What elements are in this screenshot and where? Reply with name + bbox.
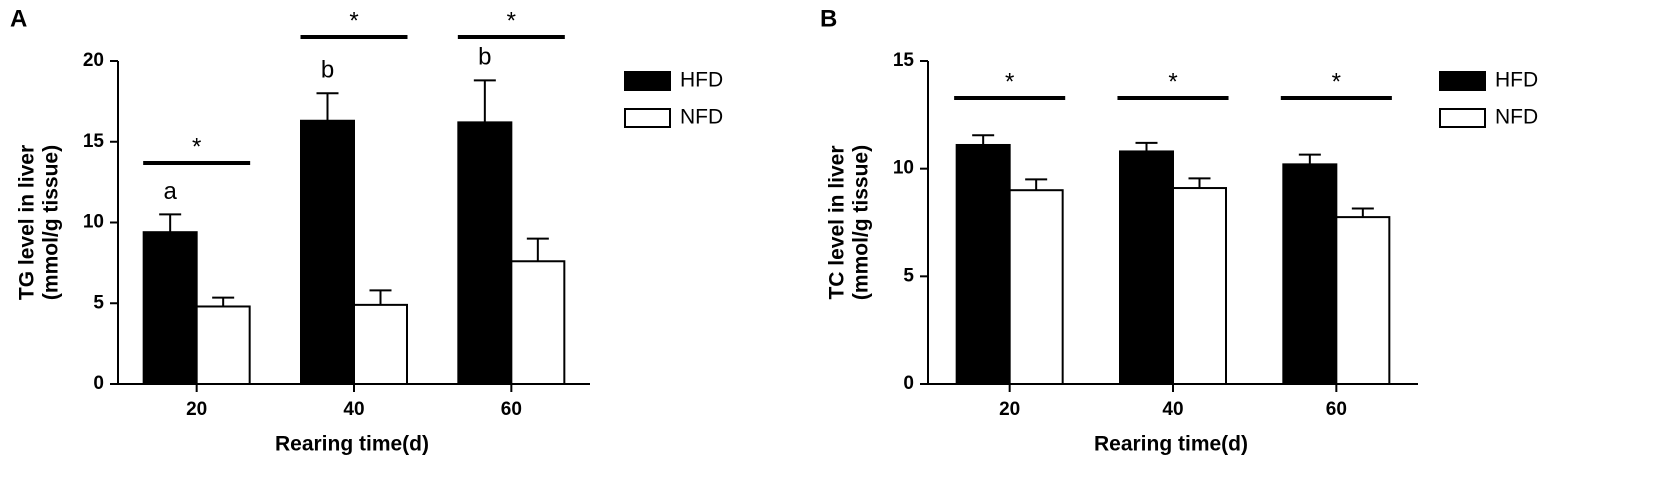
significance-mark: * — [192, 133, 201, 160]
y-axis-title: TC level in liver — [826, 145, 849, 299]
panel-label: A — [10, 5, 27, 32]
x-tick-label: 40 — [343, 399, 364, 420]
legend-swatch — [624, 71, 671, 91]
bar — [1335, 216, 1391, 385]
y-tick-label: 0 — [903, 373, 914, 394]
y-tick-label: 5 — [903, 265, 914, 286]
bar — [195, 305, 251, 386]
legend-label: HFD — [1495, 69, 1538, 92]
significance-mark: * — [1332, 68, 1341, 95]
legend-label: NFD — [680, 106, 723, 129]
x-tick-label: 20 — [186, 399, 207, 420]
x-tick-label: 40 — [1162, 399, 1183, 420]
bar — [300, 119, 355, 385]
x-tick-label: 60 — [501, 399, 522, 420]
y-axis-title: TG level in liver — [16, 145, 39, 300]
x-axis-title: Rearing time(d) — [1094, 433, 1248, 456]
y-tick-label: 10 — [83, 212, 104, 233]
y-tick-label: 15 — [83, 131, 105, 152]
bar — [955, 143, 1011, 385]
y-tick-label: 15 — [893, 50, 915, 71]
bar — [457, 121, 513, 386]
legend-swatch — [1439, 71, 1486, 91]
y-axis-title: (mmol/g tissue) — [850, 145, 873, 300]
significance-mark: * — [507, 7, 516, 34]
group-letter: a — [163, 178, 177, 205]
legend-label: NFD — [1495, 106, 1538, 129]
y-tick-label: 5 — [93, 292, 104, 313]
bar — [353, 303, 408, 385]
bar — [142, 231, 198, 385]
y-tick-label: 20 — [83, 50, 104, 71]
legend-swatch — [1439, 108, 1486, 128]
significance-mark: * — [349, 7, 358, 34]
y-tick-label: 0 — [93, 373, 104, 394]
bar — [1282, 163, 1338, 385]
legend-label: HFD — [680, 69, 723, 92]
panel-label: B — [820, 5, 837, 32]
y-axis-title: (mmol/g tissue) — [40, 145, 63, 300]
significance-mark: * — [1168, 68, 1177, 95]
significance-mark: * — [1005, 68, 1014, 95]
bar — [1119, 150, 1174, 385]
x-tick-label: 60 — [1326, 399, 1347, 420]
legend-swatch — [624, 108, 671, 128]
y-tick-label: 10 — [893, 158, 914, 179]
bar — [1008, 189, 1064, 385]
x-tick-label: 20 — [999, 399, 1020, 420]
group-letter: b — [321, 57, 334, 84]
bar — [1172, 187, 1227, 385]
group-letter: b — [478, 44, 491, 71]
bar — [510, 260, 566, 386]
x-axis-title: Rearing time(d) — [275, 433, 429, 456]
